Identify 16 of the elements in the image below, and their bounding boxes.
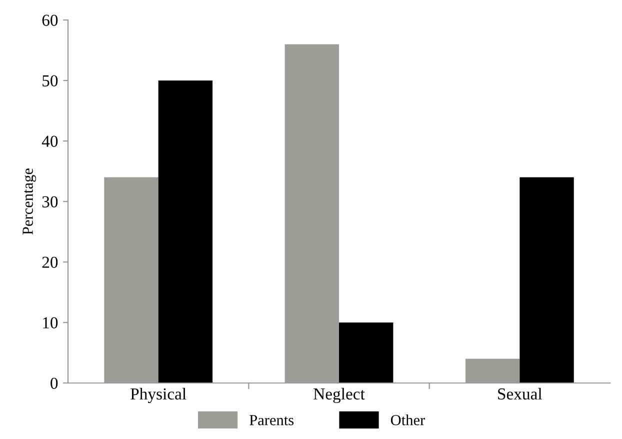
x-tick-label: Sexual: [498, 388, 542, 400]
y-axis-title: Percentage: [22, 168, 36, 235]
y-tick-label: 50: [42, 75, 58, 86]
y-tick-label: 60: [42, 14, 58, 26]
legend-label: Parents: [250, 415, 294, 426]
y-tick-label: 20: [42, 256, 58, 268]
x-tick-label: Physical: [130, 388, 186, 404]
y-tick-label: 30: [42, 196, 58, 208]
y-tick-label: 10: [43, 317, 58, 328]
y-tick-label: 0: [50, 378, 58, 389]
y-tick-label: 40: [42, 136, 58, 147]
bar: [339, 322, 394, 383]
bar: [520, 177, 574, 383]
legend-label: Other: [390, 414, 425, 426]
x-tick-label: Neglect: [314, 388, 365, 404]
bar: [158, 80, 213, 383]
